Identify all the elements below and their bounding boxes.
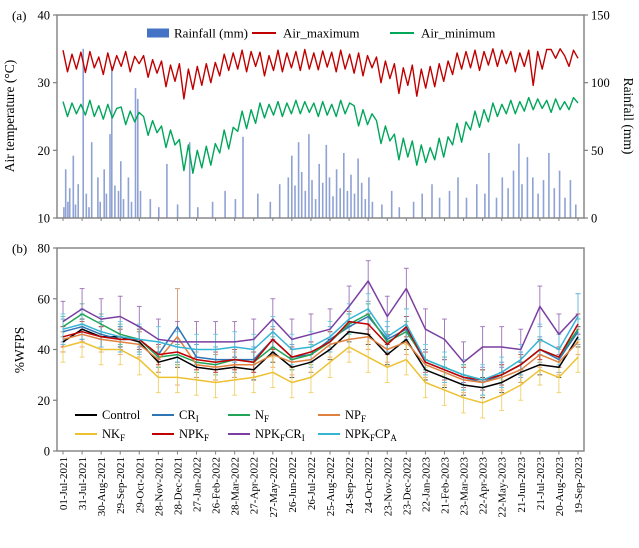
panel-b-tag: (b) (12, 241, 27, 256)
x-tick-label: 25-Aug-2022 (325, 457, 337, 516)
panel-b: 0 20 40 60 80 01-Jul-2021 31-Jul-2021 30-Aug-20… (12, 241, 585, 518)
left-tick-label: 10 (38, 212, 51, 226)
x-tick-label: 27-May-2022 (268, 457, 280, 518)
x-tick-label: 30-Aug-2021 (96, 457, 108, 516)
x-tick-label: 19-Sep-2023 (573, 457, 585, 514)
x-tick-label: 01-Jul-2021 (58, 457, 70, 510)
x-tick-label: 22-Jan-2023 (420, 457, 432, 512)
y-tick-label: 80 (38, 242, 51, 256)
legend-label-NK_F: NKF (102, 427, 125, 443)
x-tick-label: 26-Feb-2022 (211, 457, 223, 514)
legend-label-NPK_F: NPKF (179, 427, 209, 443)
y-tick-label: 20 (38, 394, 51, 408)
legend-label-1: Air_maximum (283, 26, 360, 41)
x-tick-label: 23-Dec-2022 (401, 457, 413, 515)
legend-label-NPK_FCP_A: NPKFCPA (345, 427, 397, 443)
air-temperature-axis-label: Air temperature (°C) (2, 60, 17, 173)
x-axis-date-labels: 01-Jul-2021 31-Jul-2021 30-Aug-2021 29-Sep-… (58, 457, 585, 518)
x-tick-label: 22-May-2023 (497, 457, 509, 518)
x-tick-label: 24-Sep-2022 (344, 457, 356, 514)
right-tick-label: 100 (591, 76, 610, 90)
left-tick-label: 30 (38, 76, 51, 90)
x-tick-label: 23-Mar-2023 (459, 457, 471, 516)
legend-label-Control: Control (102, 408, 141, 422)
legend-label-NPK_FCR_I: NPKFCRI (255, 427, 305, 443)
panel-b-legend: Control CRI NF NPF NKF NPKF NPKFCRI NPKFCPA (75, 408, 397, 443)
series-line-NPK_F (62, 320, 579, 381)
x-tick-label: 23-Nov-2022 (382, 457, 394, 516)
x-tick-label: 21-Jun-2023 (516, 457, 528, 513)
legend-label-NP_F: NPF (345, 408, 366, 424)
x-tick-label: 24-Oct-2022 (363, 457, 375, 513)
x-tick-label: 22-Apr-2023 (478, 457, 490, 515)
legend-label-N_F: NF (255, 408, 269, 424)
wfps-axis-label: %WFPS (12, 327, 27, 374)
x-tick-label: 31-Jul-2021 (77, 457, 89, 510)
rainfall-bars (63, 48, 577, 219)
series-line-NPK_FCR_I (62, 280, 579, 363)
y-tick-label: 60 (38, 292, 51, 306)
x-tick-label: 27-Apr-2022 (249, 457, 261, 514)
x-tick-label: 27-Jan-2022 (192, 457, 204, 512)
right-tick-label: 0 (591, 212, 597, 226)
x-tick-label: 28-Dec-2021 (172, 457, 184, 515)
y-tick-label: 40 (38, 343, 51, 357)
legend-label-CR_I: CRI (179, 408, 199, 424)
air-minimum-line (62, 96, 579, 175)
legend-label-0: Rainfall (mm) (174, 26, 248, 41)
x-tick-label: 20-Aug-2023 (554, 457, 566, 517)
rainfall-axis-label: Rainfall (mm) (621, 78, 636, 155)
panel-a-legend: Rainfall (mm) Air_maximum Air_minimum (147, 26, 495, 41)
x-tick-label: 29-Oct-2021 (134, 457, 146, 513)
x-tick-label: 21-Jul-2023 (535, 457, 547, 511)
x-tick-label: 26-Jul-2022 (306, 457, 318, 510)
legend-swatch-0 (147, 28, 169, 38)
panel-a-tag: (a) (12, 8, 26, 23)
series-line-Control (62, 328, 579, 389)
series-line-NP_F (62, 333, 579, 384)
legend-label-2: Air_minimum (421, 26, 495, 41)
x-tick-label: 26-Jun-2022 (287, 457, 299, 513)
x-tick-label: 21-Feb-2023 (439, 457, 451, 514)
y-tick-label: 0 (44, 445, 50, 459)
panel-a: 10 20 30 40 0 50 100 150 Air temperature (°C) Rai… (2, 8, 636, 226)
air-maximum-line (62, 48, 579, 100)
series-line-NK_F (62, 341, 579, 404)
left-tick-label: 20 (38, 144, 51, 158)
series-line-NPK_FCP_A (62, 308, 579, 381)
x-tick-label: 28-Mar-2022 (230, 457, 242, 515)
panel-a-frame (56, 14, 585, 219)
panel-a-axes: 10 20 30 40 0 50 100 150 (38, 9, 610, 226)
right-tick-label: 150 (591, 9, 610, 23)
panel-b-axes: 0 20 40 60 80 (38, 242, 579, 459)
right-tick-label: 50 (591, 144, 604, 158)
x-tick-label: 29-Sep-2021 (115, 457, 127, 514)
x-tick-label: 28-Nov-2021 (153, 457, 165, 516)
left-tick-label: 40 (38, 9, 51, 23)
